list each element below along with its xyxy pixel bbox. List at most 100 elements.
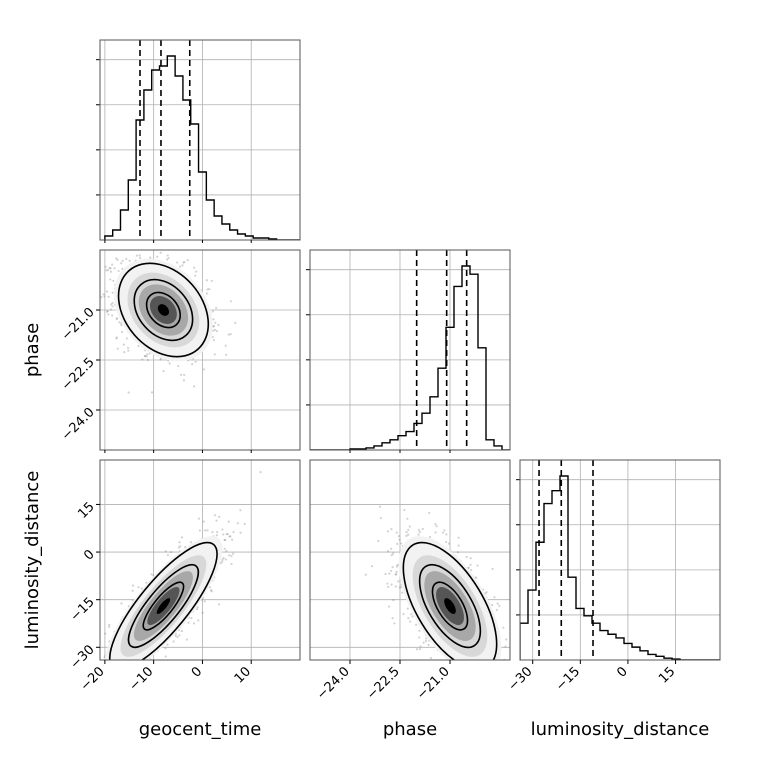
scatter-point bbox=[493, 596, 496, 599]
histogram-bar bbox=[584, 616, 592, 660]
scatter-point bbox=[193, 266, 196, 269]
scatter-point bbox=[243, 522, 246, 525]
scatter-point bbox=[215, 534, 218, 537]
scatter-point bbox=[481, 666, 483, 668]
histogram-bar bbox=[120, 210, 128, 240]
scatter-point bbox=[465, 664, 467, 666]
scatter-point bbox=[116, 347, 119, 350]
x-axis-label-phase: phase bbox=[383, 719, 437, 740]
scatter-point bbox=[104, 265, 107, 268]
scatter-point bbox=[394, 585, 397, 588]
scatter-point bbox=[402, 612, 405, 616]
scatter-point bbox=[454, 696, 456, 698]
scatter-point bbox=[149, 256, 152, 259]
scatter-point bbox=[224, 344, 227, 347]
scatter-point bbox=[186, 259, 189, 262]
scatter-point bbox=[470, 672, 472, 674]
scatter-point bbox=[390, 547, 393, 550]
scatter-point bbox=[466, 661, 468, 663]
histogram-bar bbox=[544, 504, 552, 660]
histogram-bar bbox=[528, 590, 536, 660]
scatter-point bbox=[494, 672, 496, 674]
histogram-luminosity_distance bbox=[520, 460, 720, 660]
scatter-point bbox=[180, 373, 183, 376]
scatter-point bbox=[111, 305, 114, 308]
scatter-point bbox=[116, 665, 118, 667]
scatter-point bbox=[120, 262, 123, 265]
scatter-point bbox=[419, 645, 422, 648]
scatter-point bbox=[491, 603, 494, 607]
scatter-point bbox=[230, 562, 233, 566]
scatter-point bbox=[230, 554, 233, 558]
scatter-point bbox=[211, 336, 214, 339]
scatter-point bbox=[187, 621, 190, 624]
scatter-point bbox=[505, 638, 508, 641]
scatter-point bbox=[510, 707, 512, 709]
scatter-point bbox=[465, 676, 467, 678]
scatter-point bbox=[195, 608, 199, 611]
contour-line bbox=[431, 581, 469, 631]
scatter-point bbox=[384, 572, 387, 576]
histogram-bar bbox=[422, 413, 430, 450]
scatter-point bbox=[120, 686, 122, 688]
scatter-point bbox=[113, 673, 115, 675]
scatter-point bbox=[192, 622, 196, 625]
histogram-bar bbox=[214, 216, 222, 240]
scatter-point bbox=[202, 520, 205, 523]
x-tick-label-geocent_time: 10 bbox=[232, 664, 254, 686]
scatter-point bbox=[195, 270, 198, 273]
scatter-point bbox=[168, 362, 171, 365]
scatter-point bbox=[394, 573, 397, 576]
scatter-point bbox=[429, 656, 433, 660]
scatter-point bbox=[370, 565, 374, 568]
scatter-point bbox=[400, 542, 403, 545]
histogram-bar bbox=[238, 234, 246, 240]
scatter-point bbox=[130, 667, 132, 669]
scatter-point bbox=[406, 607, 409, 610]
scatter-point bbox=[139, 256, 142, 260]
scatter-point bbox=[106, 309, 109, 313]
scatter-point bbox=[176, 635, 179, 639]
scatter-point bbox=[181, 264, 184, 267]
scatter-point bbox=[418, 636, 421, 639]
scatter-point bbox=[107, 677, 109, 679]
scatter-point bbox=[222, 556, 225, 560]
scatter-point bbox=[221, 558, 224, 561]
scatter-point bbox=[489, 680, 491, 682]
scatter-point bbox=[121, 330, 124, 334]
scatter-point bbox=[179, 545, 182, 548]
scatter-point bbox=[228, 535, 231, 538]
scatter-point bbox=[102, 293, 105, 296]
scatter-point bbox=[459, 669, 461, 671]
histogram-bar bbox=[382, 443, 390, 450]
histogram-bar bbox=[536, 542, 544, 660]
scatter-point bbox=[396, 564, 399, 567]
scatter-point bbox=[476, 677, 478, 679]
scatter-point bbox=[392, 552, 395, 555]
scatter-point bbox=[391, 617, 394, 620]
scatter-point bbox=[107, 295, 110, 298]
scatter-point bbox=[390, 569, 393, 573]
scatter-point bbox=[213, 353, 216, 356]
scatter-point bbox=[232, 552, 235, 555]
histogram-bar bbox=[144, 90, 152, 240]
scatter-point bbox=[496, 673, 498, 675]
scatter-point bbox=[457, 669, 459, 671]
density-level bbox=[157, 304, 170, 316]
x-tick-label-luminosity_distance: −30 bbox=[506, 664, 536, 694]
scatter-point bbox=[216, 530, 219, 534]
scatter-point bbox=[127, 349, 130, 352]
scatter-point bbox=[198, 529, 202, 532]
y-tick-label-phase: −24.0 bbox=[59, 405, 98, 444]
scatter-point bbox=[483, 663, 485, 665]
scatter-point bbox=[178, 634, 181, 637]
scatter-point bbox=[493, 663, 495, 665]
scatter-point bbox=[178, 541, 181, 544]
scatter-point bbox=[491, 663, 493, 665]
scatter-point bbox=[109, 278, 112, 281]
scatter-point bbox=[116, 258, 119, 261]
scatter-point bbox=[120, 665, 122, 667]
y-tick-label-luminosity_distance: −15 bbox=[68, 595, 98, 625]
histogram-bar bbox=[128, 180, 136, 240]
contour-line bbox=[117, 262, 210, 358]
